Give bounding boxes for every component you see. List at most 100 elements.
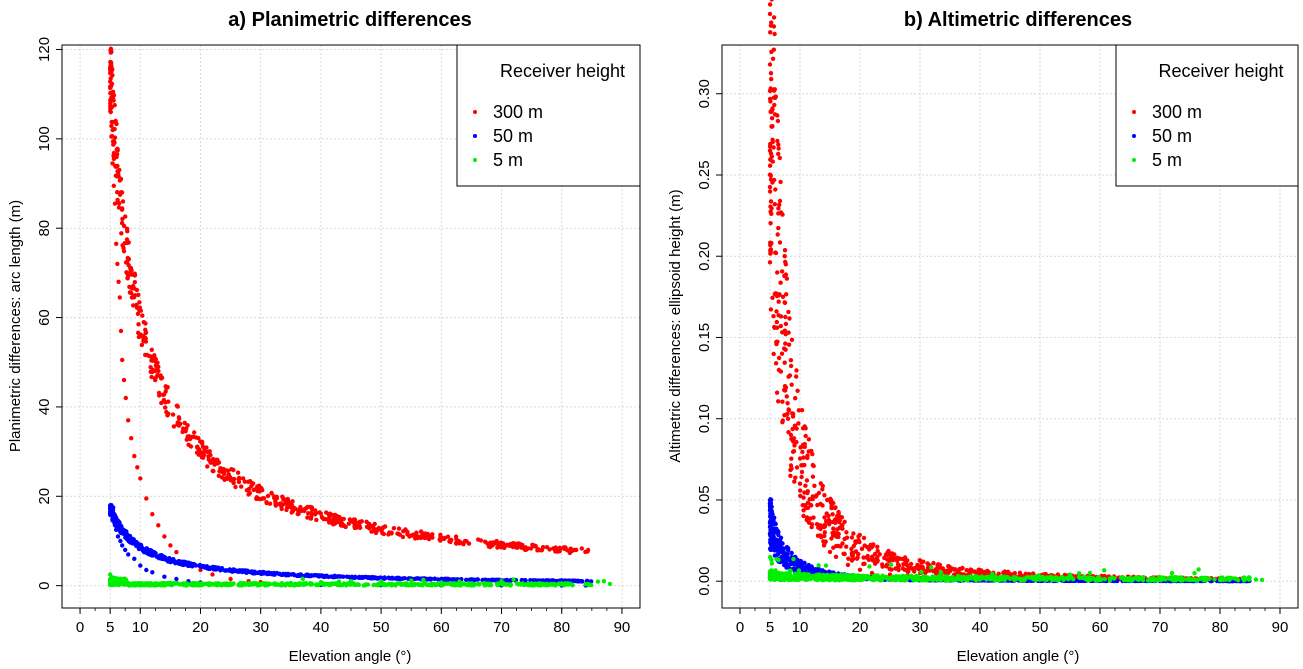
data-point: [304, 506, 308, 510]
data-point: [1170, 571, 1174, 575]
data-point: [831, 526, 835, 530]
data-point: [217, 474, 221, 478]
data-point: [523, 546, 527, 550]
data-point: [350, 575, 354, 579]
legend-entry-label: 5 m: [493, 150, 523, 170]
data-point: [456, 582, 460, 586]
data-point: [1067, 575, 1071, 579]
data-point: [785, 556, 789, 560]
data-point: [207, 583, 211, 587]
data-point: [810, 525, 814, 529]
data-point: [1086, 578, 1090, 582]
data-point: [357, 575, 361, 579]
data-point: [769, 86, 773, 90]
data-point: [829, 501, 833, 505]
data-point: [136, 322, 140, 326]
data-point: [231, 481, 235, 485]
data-point: [1247, 575, 1251, 579]
data-point: [916, 567, 920, 571]
data-point: [774, 527, 778, 531]
data-point: [562, 545, 566, 549]
data-point: [773, 112, 777, 116]
data-point: [357, 524, 361, 528]
data-point: [768, 555, 772, 559]
data-point: [228, 577, 232, 581]
data-point: [414, 533, 418, 537]
data-point: [232, 569, 236, 573]
chart-title-altimetric: b) Altimetric differences: [904, 9, 1132, 31]
data-point: [1219, 576, 1223, 580]
data-point: [109, 124, 113, 128]
data-point: [201, 445, 205, 449]
data-point: [778, 156, 782, 160]
data-point: [570, 549, 574, 553]
data-point: [397, 526, 401, 530]
data-point: [239, 484, 243, 488]
data-point: [804, 434, 808, 438]
x-tick-label: 70: [1152, 619, 1169, 636]
data-point: [174, 577, 178, 581]
data-point: [934, 567, 938, 571]
data-point: [775, 320, 779, 324]
data-point: [507, 578, 511, 582]
data-point: [822, 525, 826, 529]
data-point: [772, 48, 776, 52]
data-point: [382, 576, 386, 580]
data-point: [946, 564, 950, 568]
data-point: [420, 583, 424, 587]
data-point: [817, 568, 821, 572]
data-point: [144, 583, 148, 587]
data-point: [420, 534, 424, 538]
data-point: [1162, 576, 1166, 580]
data-point: [984, 575, 988, 579]
data-point: [851, 551, 855, 555]
data-point: [825, 574, 829, 578]
data-point: [328, 582, 332, 586]
data-point: [112, 127, 116, 131]
data-point: [774, 94, 778, 98]
data-point: [129, 436, 133, 440]
data-point: [899, 578, 903, 582]
data-point: [308, 505, 312, 509]
data-point: [803, 484, 807, 488]
data-point: [197, 448, 201, 452]
data-point: [768, 205, 772, 209]
data-point: [793, 424, 797, 428]
data-point: [1196, 567, 1200, 571]
data-point: [201, 456, 205, 460]
data-point: [811, 475, 815, 479]
data-point: [794, 374, 798, 378]
data-point: [424, 536, 428, 540]
data-point: [839, 523, 843, 527]
data-point: [780, 269, 784, 273]
legend-marker: [1132, 110, 1136, 114]
data-point: [772, 15, 776, 19]
data-point: [245, 488, 249, 492]
data-point: [286, 582, 290, 586]
data-point: [313, 508, 317, 512]
data-point: [147, 354, 151, 358]
data-point: [815, 522, 819, 526]
data-point: [806, 506, 810, 510]
x-tick-label: 90: [614, 619, 631, 636]
data-point: [132, 454, 136, 458]
data-point: [941, 566, 945, 570]
data-point: [353, 517, 357, 521]
data-point: [889, 563, 893, 567]
data-point: [176, 421, 180, 425]
data-point: [850, 578, 854, 582]
data-point: [770, 561, 774, 565]
y-tick-label: 0.20: [696, 242, 713, 271]
y-axis-altimetric: 0.000.050.100.150.200.250.30: [696, 79, 722, 596]
data-point: [795, 389, 799, 393]
y-tick-label: 0.00: [696, 567, 713, 596]
y-tick-label: 0.30: [696, 79, 713, 108]
data-point: [533, 582, 537, 586]
data-point: [939, 570, 943, 574]
data-point: [112, 514, 116, 518]
data-point: [782, 274, 786, 278]
data-point: [790, 338, 794, 342]
data-point: [110, 134, 114, 138]
data-point: [768, 221, 772, 225]
data-point: [797, 568, 801, 572]
